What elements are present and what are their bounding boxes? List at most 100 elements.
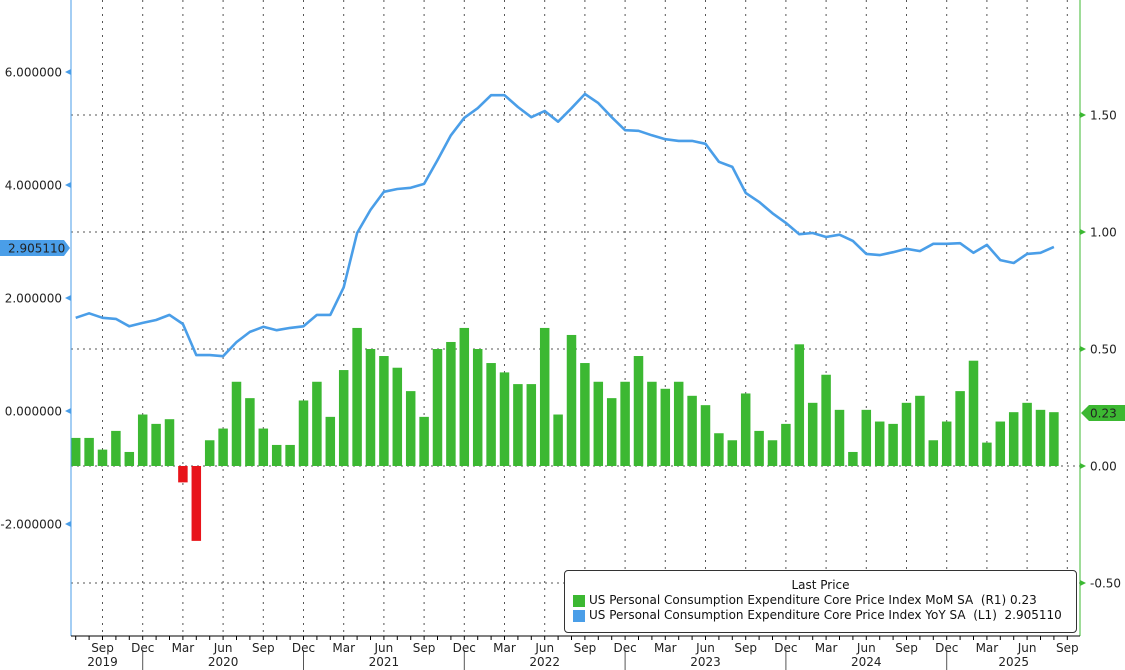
x-month-label: Sep [252, 641, 275, 655]
bar [647, 381, 657, 466]
bar [593, 381, 604, 466]
bar [472, 349, 483, 466]
bar [915, 395, 925, 466]
x-month-label: Sep [1056, 641, 1079, 655]
left-tick-marker [65, 295, 71, 301]
bar [365, 349, 376, 466]
left-tick-label: 2.000000 [5, 292, 62, 306]
bar [111, 430, 121, 466]
bar [446, 341, 456, 466]
x-month-label: Dec [935, 641, 958, 655]
right-tick-label: 0.50 [1090, 343, 1117, 357]
bar [513, 384, 523, 466]
bar [338, 370, 349, 466]
bar [271, 444, 282, 466]
legend-item-mom: US Personal Consumption Expenditure Core… [565, 593, 1076, 608]
right-tick-marker [1080, 229, 1086, 235]
bar [848, 451, 858, 466]
yoy-line-group [75, 92, 1055, 358]
left-tick-label: 0.000000 [5, 405, 62, 419]
right-tick-label: 1.50 [1090, 109, 1117, 123]
legend-series-value: 2.905110 [1004, 608, 1062, 622]
legend-series-axis: (R1) [980, 593, 1007, 607]
legend-swatch-green [573, 594, 585, 607]
left-tick-marker [65, 521, 71, 527]
bar [700, 405, 711, 466]
left-tick-label: 6.000000 [5, 66, 62, 80]
bar [580, 363, 590, 466]
bar [285, 444, 295, 466]
legend-series-axis: (L1) [973, 608, 997, 622]
bar [888, 423, 898, 466]
bar [70, 437, 81, 466]
left-last-price-tag: 2.905110 [8, 242, 65, 256]
bar [687, 395, 697, 466]
bar [298, 400, 309, 466]
x-month-label: Sep [895, 641, 918, 655]
legend-series-name: US Personal Consumption Expenditure Core… [589, 593, 974, 607]
bar [633, 356, 644, 466]
bar [606, 398, 617, 466]
x-month-label: Dec [131, 641, 154, 655]
bar [258, 428, 269, 466]
bar [673, 381, 684, 466]
x-month-label: Sep [734, 641, 757, 655]
legend-item-yoy: US Personal Consumption Expenditure Core… [565, 608, 1076, 623]
bar [955, 391, 965, 466]
left-last-price-tag-shape [0, 240, 70, 256]
bar [874, 421, 885, 466]
bar [968, 360, 979, 466]
x-month-label: Sep [413, 641, 436, 655]
left-tick-marker [65, 69, 71, 75]
right-tick-marker [1080, 346, 1086, 352]
x-month-label: Dec [613, 641, 636, 655]
bar [1049, 412, 1059, 466]
x-year-label: 2020 [208, 655, 239, 669]
bar [834, 409, 845, 466]
x-month-label: Mar [493, 641, 516, 655]
x-month-label: Dec [453, 641, 476, 655]
bar [1008, 412, 1019, 466]
bar [124, 451, 135, 466]
x-month-label: Dec [292, 641, 315, 655]
bar [432, 349, 443, 466]
bar [392, 367, 403, 466]
bar [807, 402, 818, 466]
bar [151, 423, 161, 466]
bar [499, 372, 510, 466]
x-month-label: Jun [695, 641, 715, 655]
legend: Last Price US Personal Consumption Expen… [564, 570, 1077, 633]
x-month-label: Mar [332, 641, 355, 655]
bar [405, 391, 416, 466]
x-month-label: Dec [774, 641, 797, 655]
bar [325, 416, 336, 466]
x-year-label: 2025 [998, 655, 1029, 669]
bar [928, 440, 939, 466]
bar [861, 409, 872, 466]
bar [459, 327, 470, 466]
gridlines [71, 0, 1080, 636]
x-month-label: Jun [534, 641, 554, 655]
legend-title: Last Price [791, 578, 850, 592]
right-tick-label: 0.00 [1090, 460, 1117, 474]
x-month-label: Mar [172, 641, 195, 655]
x-year-label: 2019 [87, 655, 118, 669]
bar [379, 356, 389, 466]
x-month-label: Jun [1017, 641, 1037, 655]
legend-series-name: US Personal Consumption Expenditure Core… [589, 608, 966, 622]
bar [794, 344, 805, 466]
last-price-tags: 2.905110 0.23 [0, 240, 1125, 421]
x-month-label: Sep [91, 641, 114, 655]
bar [982, 442, 992, 466]
bar [995, 421, 1006, 466]
left-tick-marker [65, 408, 71, 414]
bar [539, 327, 550, 466]
bar [767, 440, 778, 466]
x-month-label: Mar [815, 641, 838, 655]
right-last-price-tag-shape [1081, 405, 1125, 421]
bar [566, 334, 577, 466]
x-month-label: Mar [976, 641, 999, 655]
bar [84, 437, 94, 466]
right-tick-marker [1080, 112, 1086, 118]
